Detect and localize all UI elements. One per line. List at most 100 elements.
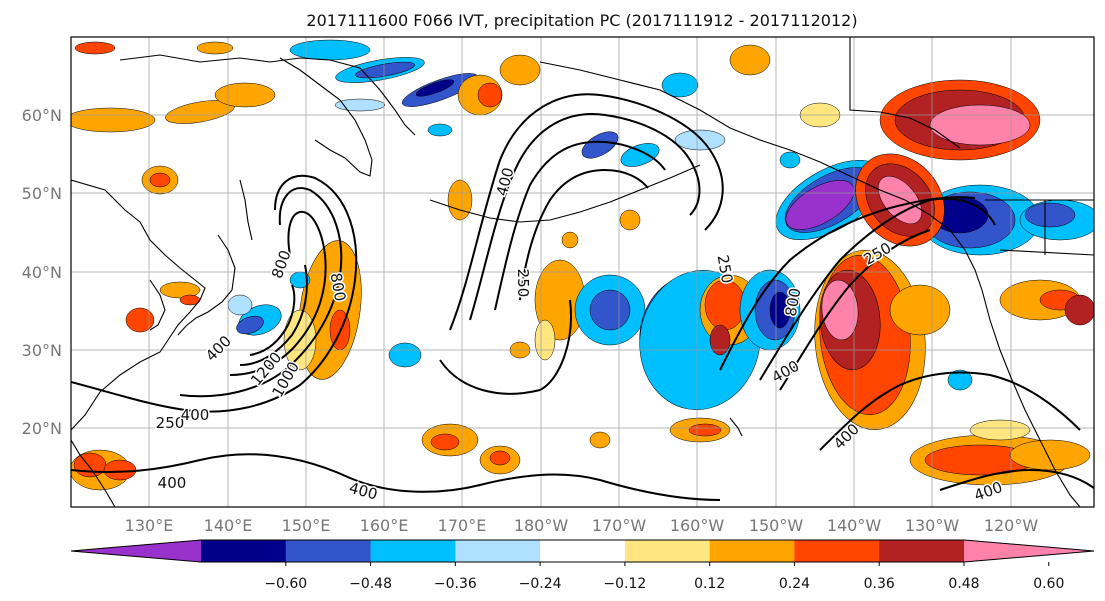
coast-aleutians — [429, 164, 701, 223]
colorbar-tick-label: −0.60 — [264, 576, 307, 592]
lon-tick-label: 160°E — [360, 516, 409, 535]
ivt-contour-1000-west — [239, 264, 308, 366]
coast-japan — [177, 234, 236, 336]
colorbar-tick-label: −0.24 — [519, 576, 562, 592]
precip-region-4 — [149, 172, 171, 188]
ivt-contour-400-central-outer — [449, 93, 724, 331]
precip-region-31 — [581, 131, 619, 159]
lat-tick-label: 40°N — [22, 263, 62, 282]
contour-label: 250 — [156, 414, 185, 432]
precip-region-10 — [196, 41, 234, 55]
colorbar-extend-high — [964, 540, 1094, 562]
ivt-contour-250-south — [71, 453, 721, 501]
colorbar-tick-label: 0.12 — [694, 576, 725, 592]
colorbar-tick-label: 0.24 — [779, 576, 810, 592]
lon-tick-label: 170°W — [592, 516, 647, 535]
lon-tick-label: 140°W — [827, 516, 882, 535]
precip-region-80 — [889, 284, 951, 336]
ivt-contour-central-lower — [439, 299, 572, 395]
colorbar-extend-low — [71, 540, 201, 562]
precip-region-34 — [779, 151, 801, 169]
precip-region-79 — [821, 279, 859, 341]
lat-tick-label: 30°N — [22, 341, 62, 360]
colorbar-tick-label: 0.60 — [1033, 576, 1064, 592]
lon-tick-label: 120°W — [984, 516, 1039, 535]
colorbar-segment — [794, 540, 880, 562]
lon-tick-label: 180°W — [514, 516, 569, 535]
ivt-contour-400-west — [179, 187, 343, 398]
lon-tick-label: 130°E — [125, 516, 174, 535]
border-states — [999, 200, 1094, 256]
precip-region-61 — [769, 291, 791, 329]
lat-tick-label: 20°N — [22, 419, 62, 438]
ivt-contour-400-east — [759, 197, 996, 381]
ivt-contour-250-east — [719, 196, 976, 371]
precip-region-28 — [334, 98, 386, 112]
precip-region-45 — [561, 231, 579, 249]
colorbar-tick-label: 0.48 — [948, 576, 979, 592]
precip-region-18 — [227, 294, 253, 316]
precip-region-27 — [499, 54, 541, 86]
precip-region-47 — [688, 423, 722, 437]
precip-region-17 — [236, 315, 264, 335]
latitude-tick-labels: 60°N 50°N 40°N 30°N 20°N — [22, 106, 62, 438]
colorbar-tick-label: −0.12 — [603, 576, 646, 592]
precip-region-9 — [74, 41, 116, 55]
coast-hawaii — [729, 417, 743, 437]
lon-tick-label: 140°E — [204, 516, 253, 535]
lon-tick-label: 160°W — [670, 516, 725, 535]
precip-region-11 — [159, 281, 201, 299]
lat-tick-label: 50°N — [22, 184, 62, 203]
precip-region-43 — [430, 433, 460, 451]
precip-region-72 — [929, 104, 1031, 146]
ivt-contours — [71, 93, 1094, 501]
ivt-contour-250-west — [71, 174, 358, 413]
precip-region-7 — [73, 452, 107, 478]
colorbar-segment — [285, 540, 372, 562]
ivt-contour-800-central — [494, 140, 666, 311]
ivt-contour-1200-west — [249, 284, 296, 356]
longitude-tick-labels: 130°E 140°E 150°E 160°E 170°E 180°W 170°W 160°W… — [125, 516, 1039, 535]
contour-label: 400 — [181, 406, 210, 424]
precip-region-37 — [447, 179, 473, 221]
colorbar-segment — [709, 540, 795, 562]
contour-label: 400 — [347, 479, 379, 504]
colorbar-segment — [370, 540, 456, 562]
precip-region-32 — [661, 72, 699, 98]
coast-philippines — [71, 439, 116, 507]
ivt-contour-400-se — [939, 468, 1094, 491]
precip-region-48 — [589, 431, 611, 449]
coast-asia — [71, 179, 206, 431]
lat-tick-label: 60°N — [22, 106, 62, 125]
contour-label: 400 — [158, 474, 187, 492]
colorbar-tick-label: −0.48 — [349, 576, 392, 592]
colorbar-segment — [879, 540, 965, 562]
precip-region-23 — [415, 79, 455, 97]
precip-region-88 — [947, 369, 973, 391]
map-frame — [70, 36, 1095, 508]
precip-region-58 — [709, 324, 731, 356]
precip-region-69 — [1024, 202, 1076, 228]
ivt-contour-400-east-south — [819, 371, 1081, 451]
colorbar-tick-label: −0.36 — [434, 576, 477, 592]
precip-region-75 — [877, 175, 923, 225]
coast-korea — [149, 279, 166, 331]
coastlines — [71, 37, 1094, 507]
precip-region-52 — [589, 289, 631, 331]
ivt-contour-800-west — [229, 210, 327, 376]
precip-region-29 — [427, 123, 453, 137]
coast-alaska — [539, 61, 1081, 507]
colorbar-segment — [455, 540, 541, 562]
colorbar-outline — [70, 539, 1095, 563]
lon-tick-label: 170°E — [438, 516, 487, 535]
colorbar-segment — [201, 540, 287, 562]
ivt-contour-400-central-inner — [469, 113, 701, 321]
coast-canada — [849, 37, 961, 149]
precip-region-24 — [289, 39, 371, 61]
lon-tick-label: 130°W — [905, 516, 960, 535]
colorbar-tick-label: 0.36 — [864, 576, 895, 592]
precip-region-84 — [969, 419, 1031, 441]
precip-region-87 — [1064, 294, 1094, 326]
